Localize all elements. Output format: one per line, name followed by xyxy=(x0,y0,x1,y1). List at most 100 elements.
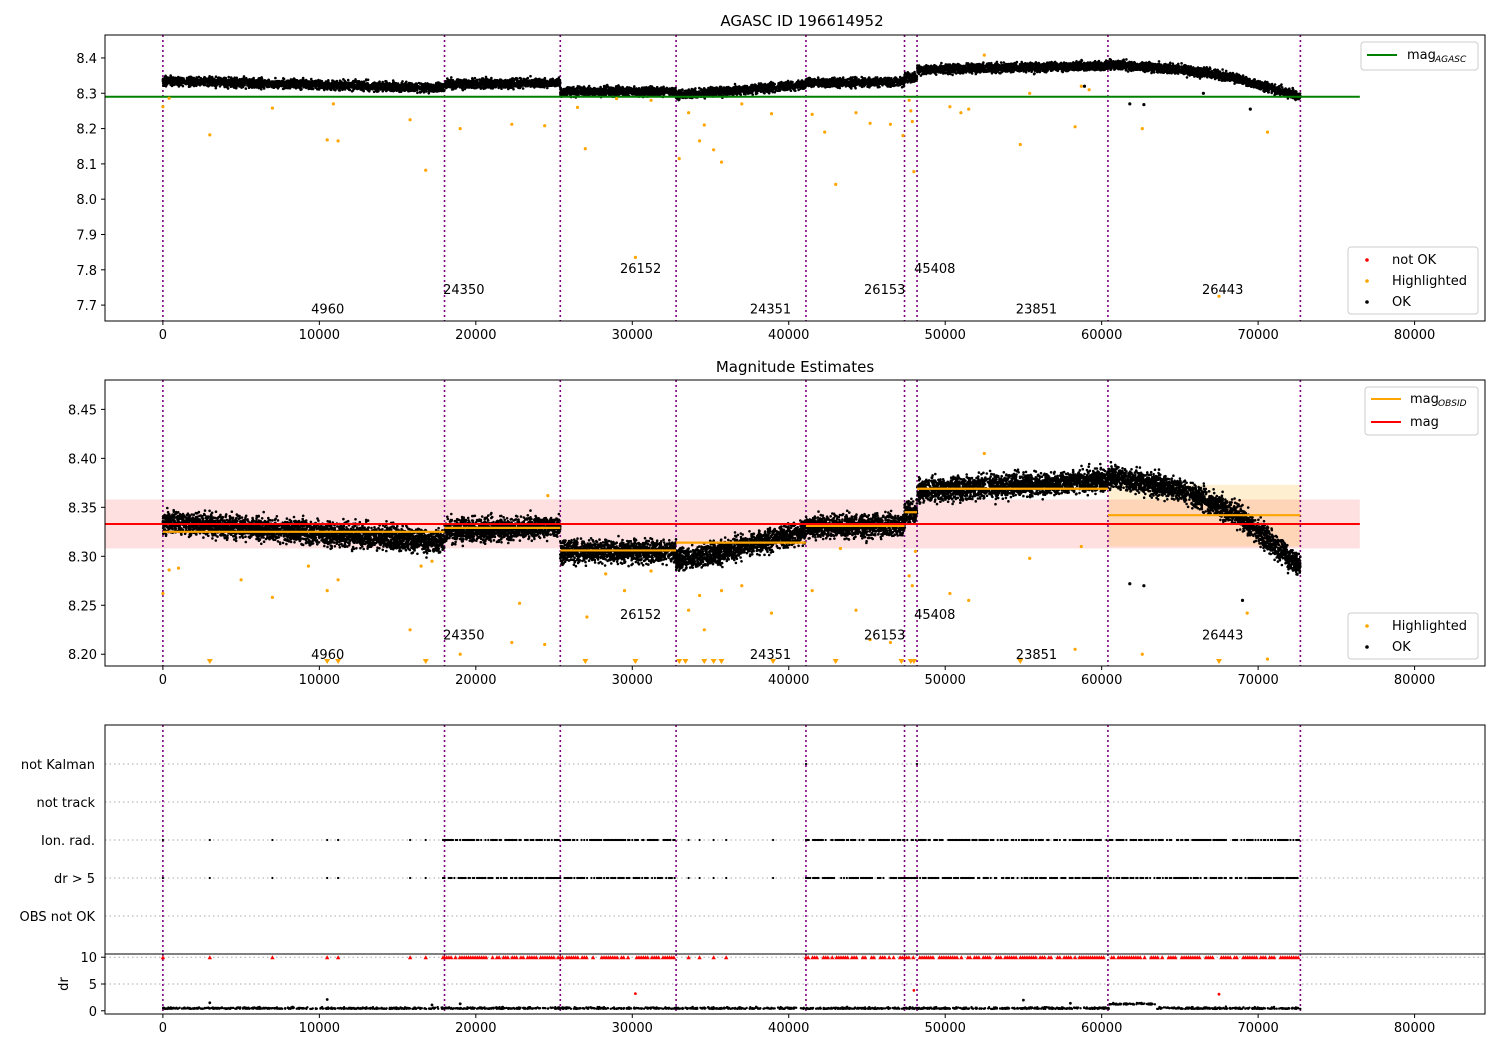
plot-magnitude-estimates: 4960 24350 26152 24351 26153 45408 23851 26443 0… xyxy=(68,358,1486,688)
y-tick-label: 7.9 xyxy=(76,228,97,243)
x-tick-label: 40000 xyxy=(768,673,809,688)
obsid-label: 24350 xyxy=(443,629,484,644)
x-tick-label: 50000 xyxy=(925,328,966,343)
legend-label: OK xyxy=(1392,640,1411,655)
ok-points xyxy=(804,75,906,90)
y-tick-label: 5 xyxy=(89,978,97,993)
plot-area xyxy=(105,954,1485,1014)
obsid-label: 45408 xyxy=(914,262,955,277)
flag-row-label: not track xyxy=(36,796,95,811)
obsid-label: 26153 xyxy=(864,629,905,644)
obsid-label: 26152 xyxy=(620,608,661,623)
legend-label: not OK xyxy=(1392,253,1437,268)
x-tick-label: 10000 xyxy=(299,673,340,688)
ok-points xyxy=(443,74,562,92)
y-tick-label: 10 xyxy=(80,951,97,966)
below-axis-markers xyxy=(206,659,1223,664)
plot-area xyxy=(105,725,1485,954)
x-tick-label: 20000 xyxy=(455,1021,496,1036)
legend-top: mag AGASC xyxy=(1360,41,1479,71)
ok-outlier-points xyxy=(1128,582,1245,602)
x-tick-label: 50000 xyxy=(925,1021,966,1036)
y-tick-label: 8.20 xyxy=(68,648,97,663)
obsid-label: 4960 xyxy=(311,303,344,318)
x-tick-label: 40000 xyxy=(768,1021,809,1036)
x-tick-label: 30000 xyxy=(612,328,653,343)
dr-clipped-markers xyxy=(160,955,1301,960)
obsid-label: 26153 xyxy=(864,283,905,298)
y-axis-label: dr xyxy=(57,977,72,991)
x-tick-label: 60000 xyxy=(1081,328,1122,343)
obsid-label: 26152 xyxy=(620,262,661,277)
x-tick-label: 50000 xyxy=(925,673,966,688)
y-tick-label: 7.7 xyxy=(76,299,97,314)
y-tick-label: 8.40 xyxy=(68,452,97,467)
axes-frame xyxy=(104,34,1486,322)
legend-marker xyxy=(1365,279,1369,283)
ok-points xyxy=(1106,460,1302,576)
dr-red-points xyxy=(634,989,1221,996)
legend-box xyxy=(1347,612,1479,660)
plot-agasc: 4960 24350 26152 24351 26153 45408 23851 26443 0… xyxy=(76,12,1486,343)
dr-outlier-points xyxy=(208,998,1072,1007)
ok-points xyxy=(903,70,919,84)
legend-marker xyxy=(1365,624,1369,628)
flag-row-label: OBS not OK xyxy=(20,910,96,925)
legend-label: OK xyxy=(1392,295,1411,310)
x-tick-label: 80000 xyxy=(1394,673,1435,688)
x-tick-label: 80000 xyxy=(1394,1021,1435,1036)
x-tick-label: 60000 xyxy=(1081,1021,1122,1036)
ok-points xyxy=(1106,57,1302,102)
x-tick-label: 10000 xyxy=(299,1021,340,1036)
legend-bottom: Highlighted OK xyxy=(1347,612,1479,660)
chart-title: AGASC ID 196614952 xyxy=(720,12,883,30)
x-tick-label: 0 xyxy=(159,1021,167,1036)
ok-points xyxy=(674,519,808,572)
legend-box xyxy=(1360,41,1479,71)
x-tick-label: 70000 xyxy=(1237,673,1278,688)
obsid-label: 24350 xyxy=(443,283,484,298)
legend-marker xyxy=(1365,645,1369,649)
legend-marker xyxy=(1365,300,1369,304)
legend-box xyxy=(1347,246,1479,315)
plot-flags: not Kalman not track Ion. rad. dr > 5 OBS no… xyxy=(20,724,1486,955)
legend-label: mag xyxy=(1410,392,1439,407)
ok-points xyxy=(916,58,1110,77)
y-tick-label: 8.35 xyxy=(68,501,97,516)
y-tick-label: 0 xyxy=(89,1005,97,1020)
x-tick-label: 20000 xyxy=(455,673,496,688)
x-tick-label: 30000 xyxy=(612,1021,653,1036)
obsid-label: 24351 xyxy=(750,648,791,663)
flag-points xyxy=(161,876,1299,880)
obsid-label: 23851 xyxy=(1016,303,1057,318)
y-tick-label: 8.1 xyxy=(76,158,97,173)
x-tick-label: 70000 xyxy=(1237,1021,1278,1036)
flag-points xyxy=(161,838,1301,842)
legend-label: mag xyxy=(1410,415,1439,430)
x-tick-label: 20000 xyxy=(455,328,496,343)
x-tick-label: 0 xyxy=(159,673,167,688)
obsid-label: 26443 xyxy=(1202,283,1243,298)
y-tick-label: 8.2 xyxy=(76,123,97,138)
legend-label: mag xyxy=(1407,48,1436,63)
flag-row-label: Ion. rad. xyxy=(41,834,95,849)
plot-dr: 0 10000 20000 30000 40000 50000 60000 70000 8000… xyxy=(57,951,1486,1036)
x-tick-label: 10000 xyxy=(299,328,340,343)
legend-marker xyxy=(1365,258,1369,262)
axes-frame xyxy=(104,379,1486,667)
y-tick-label: 8.4 xyxy=(76,52,97,67)
y-tick-label: 7.8 xyxy=(76,264,97,279)
legend-label: Highlighted xyxy=(1392,274,1467,289)
chart-title: Magnitude Estimates xyxy=(716,358,874,376)
ok-points xyxy=(559,83,678,99)
x-tick-label: 70000 xyxy=(1237,328,1278,343)
plot-area: 4960 24350 26152 24351 26153 45408 23851 26443 xyxy=(105,35,1360,321)
legend-subscript: OBSID xyxy=(1438,399,1467,409)
y-tick-label: 8.45 xyxy=(68,403,97,418)
obsid-label: 23851 xyxy=(1016,648,1057,663)
y-tick-label: 8.3 xyxy=(76,87,97,102)
obsid-label: 45408 xyxy=(914,608,955,623)
x-tick-label: 60000 xyxy=(1081,673,1122,688)
